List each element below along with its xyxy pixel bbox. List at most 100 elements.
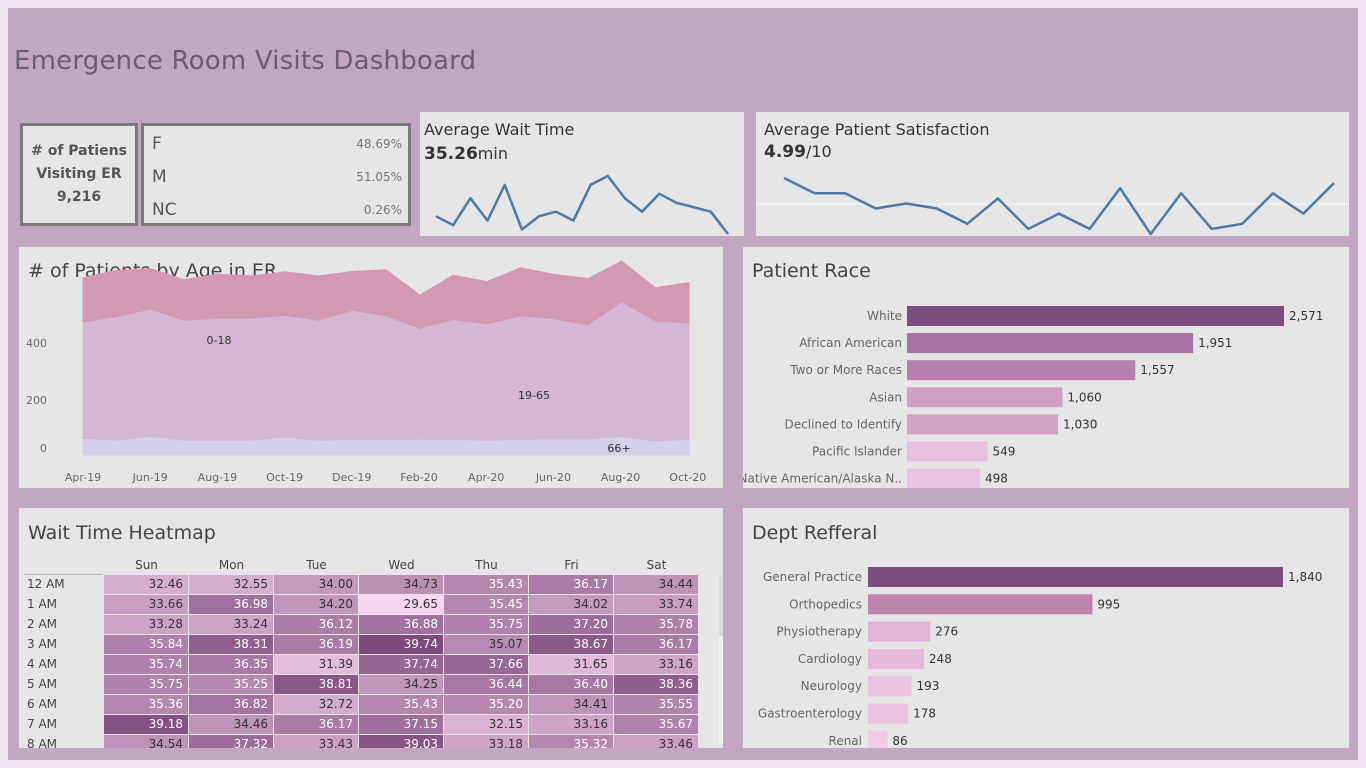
heatmap-cell[interactable]: 38.67	[529, 635, 613, 654]
x-tick-label: Apr-19	[65, 471, 101, 484]
heatmap-cell[interactable]: 33.66	[104, 595, 188, 614]
heatmap-cell[interactable]: 31.39	[274, 655, 358, 674]
heatmap-cell[interactable]: 39.03	[359, 735, 443, 748]
x-tick-label: Jun-20	[535, 471, 571, 484]
heatmap-day-header: Mon	[218, 558, 245, 572]
heatmap-cell[interactable]: 38.31	[189, 635, 273, 654]
bar	[868, 648, 924, 669]
bar	[907, 333, 1194, 354]
heatmap-cell[interactable]: 36.12	[274, 615, 358, 634]
heatmap-cell[interactable]: 37.74	[359, 655, 443, 674]
dashboard-title: Emergence Room Visits Dashboard	[14, 46, 477, 76]
heatmap-cell[interactable]: 35.43	[444, 575, 528, 594]
heatmap-cell[interactable]: 36.44	[444, 675, 528, 694]
heatmap-cell[interactable]: 36.82	[189, 695, 273, 714]
heatmap-cell[interactable]: 33.16	[614, 655, 698, 674]
heatmap-cell[interactable]: 36.98	[189, 595, 273, 614]
x-tick-label: Aug-19	[198, 471, 237, 484]
patients-by-age-panel[interactable]: # of Patients by Age in ER 4002000Apr-19…	[19, 247, 723, 488]
patient-race-panel[interactable]: Patient Race White 2,571 African American 1…	[743, 247, 1349, 488]
race-bar-chart[interactable]: White 2,571 African American 1,951 Two or Mo…	[743, 247, 1349, 488]
heatmap-cell[interactable]: 38.81	[274, 675, 358, 694]
heatmap-cell[interactable]: 36.17	[274, 715, 358, 734]
heatmap-day-header: Wed	[388, 558, 415, 572]
average-wait-time-panel[interactable]: Average Wait Time 35.26min	[420, 112, 744, 236]
bar	[907, 441, 988, 462]
heatmap-hour-label: 2 AM	[27, 617, 58, 631]
heatmap-header-divider	[24, 574, 102, 575]
heatmap-scrollbar[interactable]	[719, 576, 723, 744]
heatmap-cell[interactable]: 35.74	[104, 655, 188, 674]
gender-label: F	[152, 134, 162, 154]
x-tick-label: Apr-20	[468, 471, 504, 484]
heatmap-cell[interactable]: 29.65	[359, 595, 443, 614]
bar-value-label: 1,030	[1063, 417, 1097, 431]
heatmap-cell[interactable]: 36.35	[189, 655, 273, 674]
heatmap-cell[interactable]: 35.20	[444, 695, 528, 714]
heatmap-cell[interactable]: 36.17	[614, 635, 698, 654]
heatmap-cell[interactable]: 37.15	[359, 715, 443, 734]
dept-referral-panel[interactable]: Dept Refferal General Practice 1,840 Ortho…	[743, 508, 1349, 748]
heatmap-cell[interactable]: 39.18	[104, 715, 188, 734]
heatmap-cell[interactable]: 33.18	[444, 735, 528, 748]
heatmap-cell[interactable]: 36.17	[529, 575, 613, 594]
heatmap-cell[interactable]: 33.24	[189, 615, 273, 634]
heatmap-cell[interactable]: 34.46	[189, 715, 273, 734]
heatmap-grid[interactable]: Sun Mon Tue Wed Thu Fri Sat 12 AM 32.46 32.55 34.0…	[19, 508, 723, 748]
bar	[868, 567, 1283, 587]
dept-bar-chart[interactable]: General Practice 1,840 Orthopedics 995 Physi…	[743, 508, 1349, 748]
band-label: 66+	[607, 442, 630, 455]
gender-split-kpi[interactable]: F 48.69% M 51.05% NC 0.26%	[141, 123, 411, 226]
heatmap-cell[interactable]: 35.45	[444, 595, 528, 614]
dept-chart-title: Dept Refferal	[752, 522, 878, 544]
heatmap-cell[interactable]: 33.28	[104, 615, 188, 634]
heatmap-cell[interactable]: 35.84	[104, 635, 188, 654]
heatmap-cell[interactable]: 35.55	[614, 695, 698, 714]
heatmap-cell[interactable]: 34.44	[614, 575, 698, 594]
heatmap-cell[interactable]: 34.20	[274, 595, 358, 614]
heatmap-cell[interactable]: 33.43	[274, 735, 358, 748]
heatmap-hour-label: 6 AM	[27, 697, 58, 711]
heatmap-cell[interactable]: 35.25	[189, 675, 273, 694]
heatmap-scrollbar-thumb[interactable]	[719, 576, 723, 636]
heatmap-cell[interactable]: 37.32	[189, 735, 273, 748]
heatmap-cell[interactable]: 33.74	[614, 595, 698, 614]
heatmap-cell[interactable]: 34.00	[274, 575, 358, 594]
heatmap-cell[interactable]: 36.88	[359, 615, 443, 634]
heatmap-day-header: Fri	[564, 558, 579, 572]
heatmap-cell[interactable]: 34.02	[529, 595, 613, 614]
heatmap-cell[interactable]: 34.41	[529, 695, 613, 714]
heatmap-cell[interactable]: 35.78	[614, 615, 698, 634]
satisfaction-sparkline[interactable]	[756, 112, 1349, 236]
heatmap-cell[interactable]: 32.72	[274, 695, 358, 714]
heatmap-cell[interactable]: 35.43	[359, 695, 443, 714]
heatmap-cell[interactable]: 35.75	[104, 675, 188, 694]
bar-value-label: 193	[917, 679, 940, 693]
wait-time-sparkline[interactable]	[420, 112, 744, 236]
heatmap-cell[interactable]: 35.36	[104, 695, 188, 714]
age-area-chart[interactable]: 400 200 0 Apr-19 Jun-19 Aug-19 Oct-19 Dec-19 Feb…	[19, 247, 723, 488]
heatmap-cell[interactable]: 39.74	[359, 635, 443, 654]
heatmap-cell[interactable]: 35.67	[614, 715, 698, 734]
heatmap-cell[interactable]: 34.25	[359, 675, 443, 694]
heatmap-cell[interactable]: 32.15	[444, 715, 528, 734]
patient-count-kpi[interactable]: # of Patiens Visiting ER 9,216	[20, 123, 138, 226]
heatmap-cell[interactable]: 35.75	[444, 615, 528, 634]
heatmap-cell[interactable]: 36.40	[529, 675, 613, 694]
heatmap-title: Wait Time Heatmap	[28, 522, 216, 544]
heatmap-cell[interactable]: 35.07	[444, 635, 528, 654]
heatmap-cell[interactable]: 33.46	[614, 735, 698, 748]
heatmap-cell[interactable]: 33.16	[529, 715, 613, 734]
heatmap-cell[interactable]: 32.55	[189, 575, 273, 594]
heatmap-cell[interactable]: 37.20	[529, 615, 613, 634]
heatmap-cell[interactable]: 38.36	[614, 675, 698, 694]
patient-satisfaction-panel[interactable]: Average Patient Satisfaction 4.99/10	[756, 112, 1349, 236]
heatmap-cell[interactable]: 31.65	[529, 655, 613, 674]
heatmap-cell[interactable]: 36.19	[274, 635, 358, 654]
heatmap-cell[interactable]: 37.66	[444, 655, 528, 674]
heatmap-cell[interactable]: 35.32	[529, 735, 613, 748]
heatmap-cell[interactable]: 34.73	[359, 575, 443, 594]
wait-time-heatmap-panel[interactable]: Wait Time Heatmap Sun Mon Tue Wed Thu Fri Sat 1…	[19, 508, 723, 748]
heatmap-cell[interactable]: 34.54	[104, 735, 188, 748]
heatmap-cell[interactable]: 32.46	[104, 575, 188, 594]
